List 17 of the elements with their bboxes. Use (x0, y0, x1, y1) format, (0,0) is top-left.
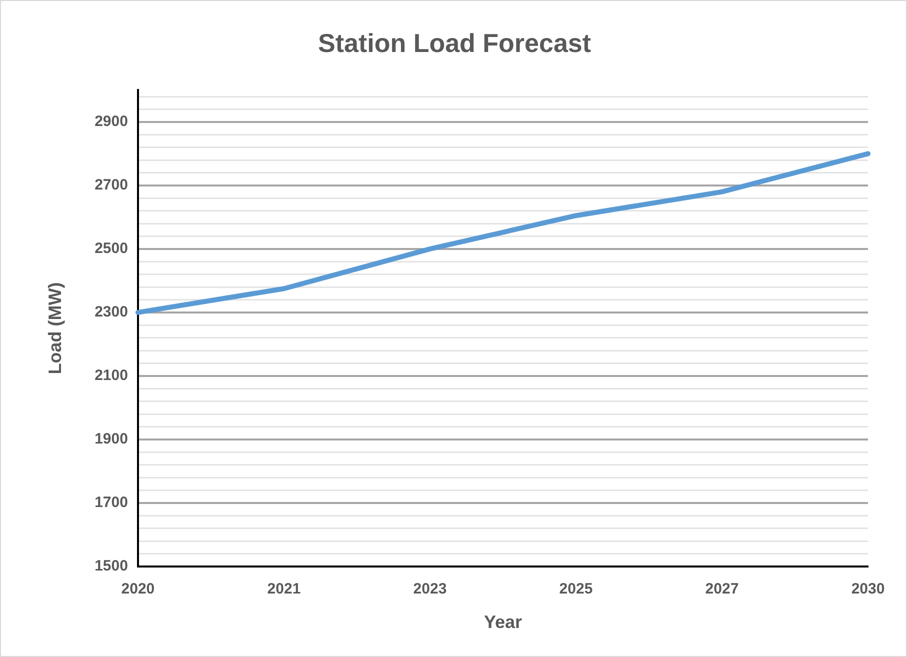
x-tick-label: 2030 (851, 580, 885, 598)
y-tick-label: 1900 (94, 430, 128, 448)
x-axis-title: Year (484, 612, 522, 632)
x-tick-label: 2025 (559, 580, 593, 598)
y-tick-label: 2100 (94, 367, 128, 384)
x-tick-label: 2021 (267, 580, 301, 598)
y-tick-label: 2300 (94, 304, 128, 321)
x-tick-label: 2023 (413, 580, 447, 598)
x-tick-label: 2027 (705, 580, 739, 598)
y-tick-label: 2500 (94, 240, 128, 258)
y-tick-label: 2900 (94, 113, 128, 130)
x-tick-label: 2020 (121, 580, 155, 598)
y-tick-label: 1700 (94, 494, 128, 512)
chart-title: Station Load Forecast (318, 28, 592, 58)
y-tick-label: 2700 (94, 176, 128, 194)
y-tick-label: 1500 (94, 558, 128, 575)
y-axis-title: Load (MW) (44, 282, 65, 374)
